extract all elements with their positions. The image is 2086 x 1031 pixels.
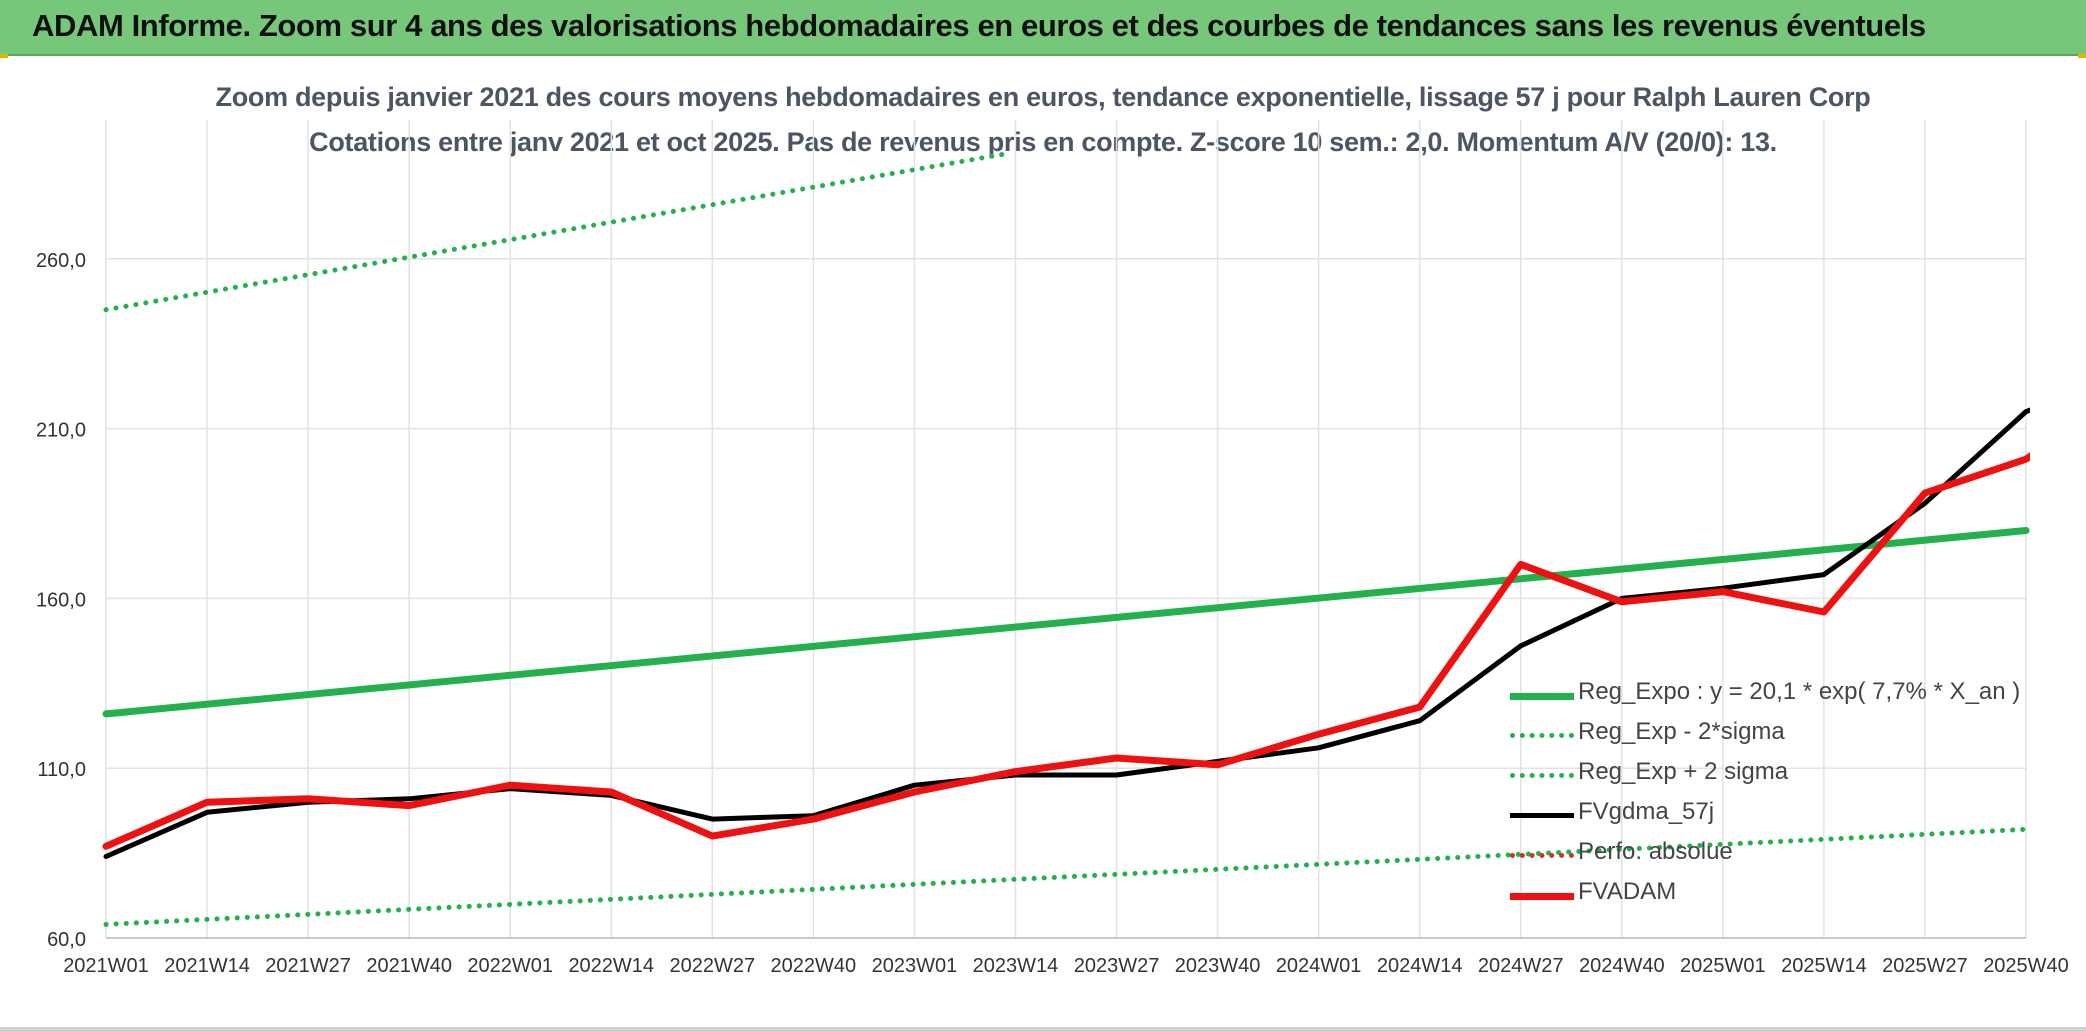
legend-swatch	[1510, 733, 1574, 738]
legend-swatch	[1510, 893, 1574, 900]
legend-swatch	[1510, 693, 1574, 700]
x-tick-label: 2023W27	[1074, 955, 1160, 977]
x-tick-label: 2024W14	[1377, 955, 1463, 977]
x-tick-label: 2021W01	[63, 955, 149, 977]
series-line-5	[102, 452, 2030, 850]
x-tick-label: 2021W14	[164, 955, 250, 977]
y-tick-label: 160,0	[36, 589, 86, 611]
x-tick-label: 2022W14	[568, 955, 654, 977]
report-title: ADAM Informe. Zoom sur 4 ans des valoris…	[32, 8, 1926, 43]
series-line-2	[103, 151, 1011, 313]
y-tick-label: 60,0	[47, 929, 86, 951]
y-tick-label: 210,0	[36, 420, 86, 442]
legend-label: Perfo. absolue	[1578, 838, 1733, 865]
series-layer	[102, 151, 2030, 927]
legend-label: Reg_Expo : y = 20,1 * exp( 7,7% * X_an )	[1578, 678, 2021, 705]
frame-bottom-border	[0, 1027, 2086, 1031]
legend-label: FVADAM	[1578, 878, 1677, 905]
legend-label: Reg_Exp + 2 sigma	[1578, 758, 1789, 785]
x-tick-label: 2023W01	[872, 955, 958, 977]
x-tick-label: 2025W27	[1882, 955, 1968, 977]
legend-label: Reg_Exp - 2*sigma	[1578, 718, 1785, 745]
legend-swatch	[1510, 853, 1574, 858]
line-chart: 60,0 110,0 160,0 210,0 260,0 2021W01 2021W14 20…	[36, 120, 2069, 977]
y-tick-label: 260,0	[36, 250, 86, 272]
banner-corner-right	[2078, 54, 2086, 58]
series-line-0	[102, 527, 2030, 718]
legend-label: FVgdma_57j	[1578, 798, 1715, 825]
x-tick-label: 2024W01	[1276, 955, 1362, 977]
x-tick-label: 2023W14	[973, 955, 1059, 977]
x-tick-label: 2025W14	[1781, 955, 1867, 977]
x-tick-label: 2022W40	[771, 955, 857, 977]
x-tick-label: 2024W27	[1478, 955, 1564, 977]
series-line-1	[103, 826, 2029, 927]
x-tick-label: 2021W40	[366, 955, 452, 977]
x-tick-label: 2022W27	[670, 955, 756, 977]
legend-swatch	[1510, 773, 1574, 778]
banner-corner-left	[0, 54, 8, 58]
x-tick-label: 2025W40	[1983, 955, 2069, 977]
x-tick-label: 2023W40	[1175, 955, 1261, 977]
chart-subtitle: Cotations entre janv 2021 et oct 2025. P…	[309, 127, 1777, 157]
legend-swatch	[1510, 813, 1574, 818]
x-tick-label: 2021W27	[265, 955, 351, 977]
x-tick-label: 2022W01	[467, 955, 553, 977]
axis-layer: 60,0 110,0 160,0 210,0 260,0 2021W01 2021W14 20…	[36, 250, 2069, 977]
x-tick-label: 2024W40	[1579, 955, 1665, 977]
grid-layer	[105, 120, 2027, 939]
x-tick-label: 2025W01	[1680, 955, 1766, 977]
chart-title: Zoom depuis janvier 2021 des cours moyen…	[215, 82, 1871, 112]
report-banner: ADAM Informe. Zoom sur 4 ans des valoris…	[0, 0, 2086, 56]
y-tick-label: 110,0	[37, 759, 86, 781]
